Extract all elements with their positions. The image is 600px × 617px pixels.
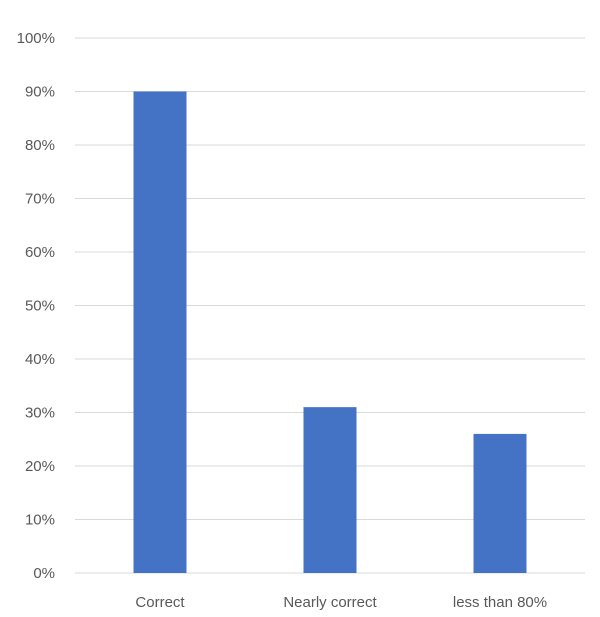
y-tick-label: 40%	[25, 351, 55, 368]
x-category-label: Correct	[135, 594, 185, 611]
x-axis-category-labels: Correct Nearly correct less than 80%	[135, 594, 547, 611]
x-category-label: Nearly correct	[283, 594, 377, 611]
y-tick-label: 20%	[25, 458, 55, 475]
x-category-label: less than 80%	[453, 594, 547, 611]
y-tick-label: 80%	[25, 137, 55, 154]
y-tick-label: 90%	[25, 84, 55, 101]
bars	[133, 91, 527, 573]
y-tick-label: 100%	[17, 30, 55, 47]
y-tick-label: 30%	[25, 405, 55, 422]
y-axis-tick-labels: 0% 10% 20% 30% 40% 50% 60% 70% 80% 90% 100%	[17, 30, 55, 582]
bar-correct	[133, 91, 187, 573]
y-tick-label: 10%	[25, 512, 55, 529]
y-tick-label: 70%	[25, 191, 55, 208]
bar-less-than-80	[473, 433, 527, 573]
y-tick-label: 60%	[25, 244, 55, 261]
y-tick-label: 0%	[33, 565, 55, 582]
bar-nearly-correct	[303, 407, 357, 573]
y-tick-label: 50%	[25, 298, 55, 315]
